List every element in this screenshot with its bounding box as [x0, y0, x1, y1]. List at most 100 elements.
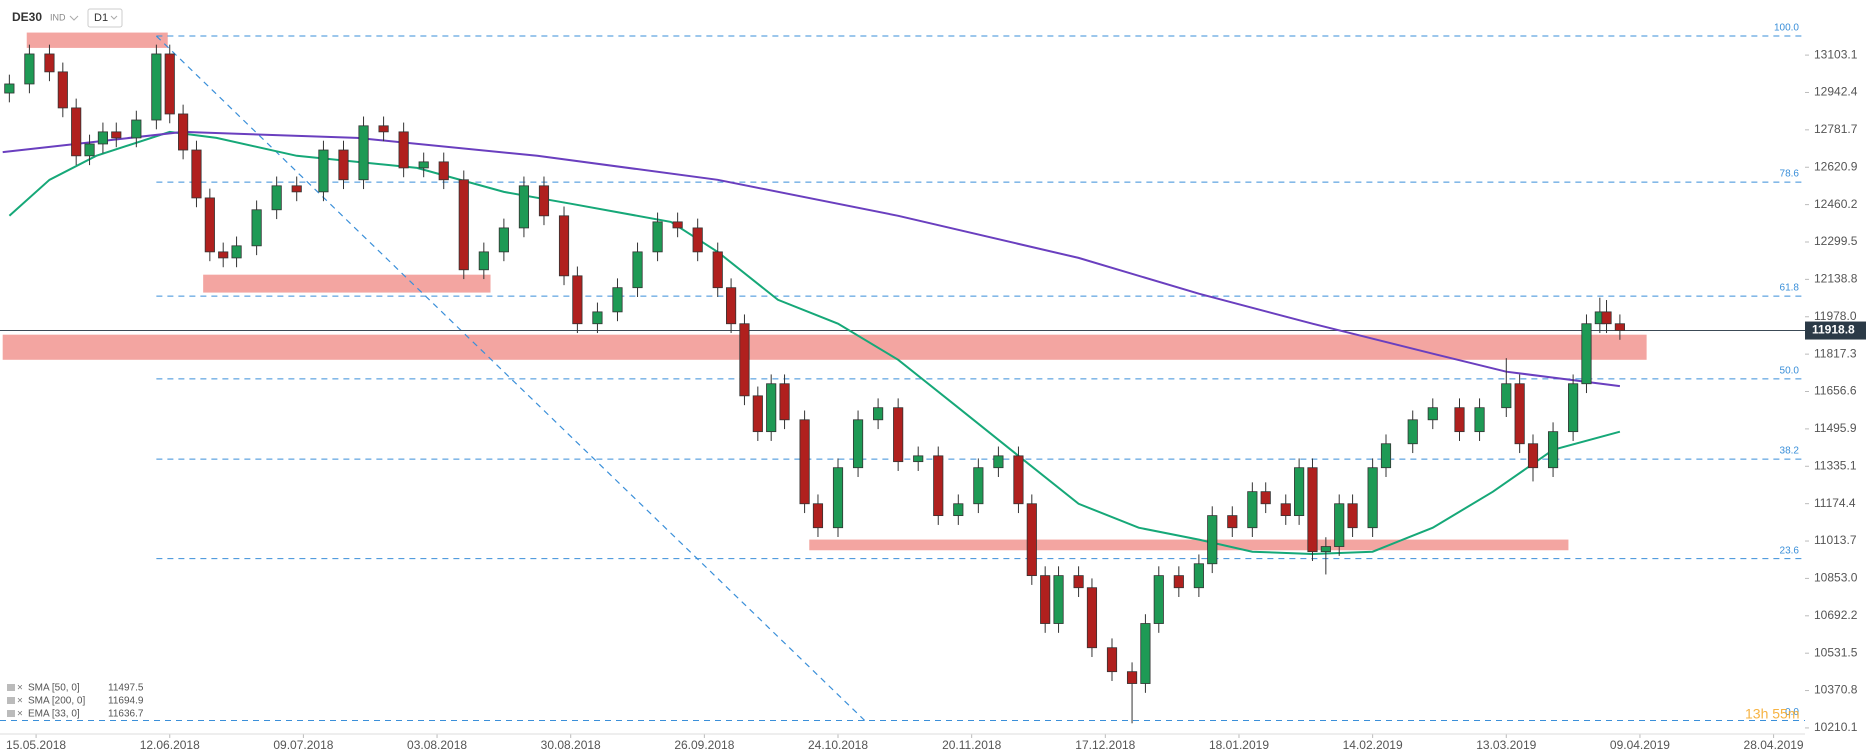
candle-body — [1581, 323, 1592, 385]
y-tick-label: 10531.5 — [1814, 645, 1858, 659]
candle-body — [1260, 491, 1271, 505]
legend-icon — [7, 697, 15, 704]
legend-label: SMA [50, 0] — [28, 683, 80, 694]
y-tick-label: 11817.3 — [1814, 346, 1857, 360]
fib-label: 78.6 — [1780, 169, 1800, 180]
candle-body — [652, 221, 663, 253]
x-tick-label: 20.11.2018 — [942, 738, 1001, 752]
legend: × SMA [50, 0] 11497.5 × SMA [200, 0] 11694.9 ×… — [7, 683, 144, 720]
candle-body — [318, 149, 329, 193]
candle-body — [1294, 467, 1305, 517]
candle-body — [498, 227, 509, 253]
candle-body — [913, 455, 924, 463]
candle-body — [1347, 503, 1358, 529]
candle-body — [178, 113, 189, 151]
header: DE30 IND D1 — [12, 8, 123, 28]
fib-label: 100.0 — [1774, 23, 1799, 34]
price-tag — [1805, 321, 1866, 340]
interval-select[interactable] — [87, 8, 123, 28]
candle-body — [1307, 467, 1318, 553]
y-tick-label: 11013.7 — [1814, 533, 1857, 547]
interval[interactable]: D1 — [94, 12, 108, 24]
candle-body — [1207, 515, 1218, 565]
candle-body — [71, 107, 82, 157]
candle-body — [712, 251, 723, 289]
fib-label: 23.6 — [1780, 545, 1800, 556]
candle-body — [632, 251, 643, 289]
legend-label: EMA [33, 0] — [28, 709, 80, 720]
candle-body — [692, 227, 703, 253]
fib-label: 61.8 — [1780, 283, 1800, 294]
candle-body — [338, 149, 349, 181]
ma-line — [8, 130, 1621, 556]
x-tick-label: 18.01.2019 — [1209, 738, 1269, 752]
candle-body — [1334, 503, 1345, 547]
timer: 13h 55m — [1745, 706, 1799, 722]
candle-body — [1501, 383, 1512, 409]
candle-body — [151, 53, 162, 121]
legend-value: 11636.7 — [108, 709, 144, 720]
candle-body — [518, 185, 530, 229]
zone — [2, 334, 1647, 360]
candle-body — [752, 395, 763, 433]
market: IND — [50, 12, 66, 22]
candle-body — [1568, 383, 1579, 433]
candle-body — [1367, 467, 1378, 529]
symbol[interactable]: DE30 — [12, 10, 42, 24]
fib-label: 38.2 — [1780, 446, 1800, 457]
x-tick-label: 17.12.2018 — [1075, 738, 1135, 752]
candle-body — [291, 185, 302, 193]
y-tick-label: 11656.6 — [1814, 384, 1857, 398]
candle-body — [4, 83, 15, 94]
y-tick-label: 11335.1 — [1814, 458, 1857, 472]
candle-body — [1106, 647, 1118, 673]
candle-body — [1474, 407, 1485, 433]
y-tick-label: 12460.2 — [1814, 197, 1858, 211]
candle-body — [1086, 587, 1098, 649]
candle-body — [271, 185, 282, 211]
candle-body — [458, 179, 469, 271]
candle-body — [164, 53, 175, 115]
candle-body — [572, 275, 583, 325]
candle-body — [204, 197, 215, 253]
fib-label: 0.0 — [1785, 707, 1799, 718]
legend-value: 11694.9 — [108, 696, 144, 707]
zone — [26, 32, 168, 48]
x-tick-label: 09.04.2019 — [1610, 738, 1670, 752]
y-tick-label: 10853.0 — [1814, 571, 1858, 585]
candle-body — [893, 407, 904, 463]
candle-body — [953, 503, 964, 517]
candle-body — [84, 143, 95, 157]
candle-body — [612, 287, 623, 313]
candle-body — [97, 131, 108, 145]
x-tick-label: 14.02.2019 — [1343, 738, 1403, 752]
x-tick-label: 24.10.2018 — [808, 738, 868, 752]
dropdown-icon[interactable] — [69, 15, 79, 21]
fib-label: 50.0 — [1780, 366, 1800, 377]
x-tick-label: 12.06.2018 — [140, 738, 200, 752]
candle-body — [1427, 407, 1438, 421]
candle-body — [418, 161, 429, 169]
candle-body — [111, 131, 122, 139]
y-tick-label: 12138.8 — [1814, 272, 1858, 286]
candle-body — [478, 251, 489, 271]
candle-body — [1053, 575, 1064, 624]
price-tag-label: 11918.8 — [1812, 323, 1855, 337]
candle-body — [1126, 671, 1138, 684]
candle-body — [1320, 546, 1331, 553]
candle-body — [1601, 311, 1612, 325]
x-tick-label: 26.09.2018 — [674, 738, 734, 752]
candle-body — [973, 467, 984, 505]
candle-body — [131, 119, 142, 139]
candle-body — [832, 467, 844, 529]
candle-body — [378, 125, 389, 133]
candle-body — [1153, 575, 1164, 624]
legend-remove: × — [17, 683, 23, 694]
x-tick-label: 03.08.2018 — [407, 738, 467, 752]
candle-body — [398, 131, 409, 169]
candle-body — [1040, 575, 1051, 624]
y-tick-label: 12299.5 — [1814, 234, 1858, 248]
candle-body — [993, 455, 1004, 469]
candle-body — [1140, 623, 1151, 684]
